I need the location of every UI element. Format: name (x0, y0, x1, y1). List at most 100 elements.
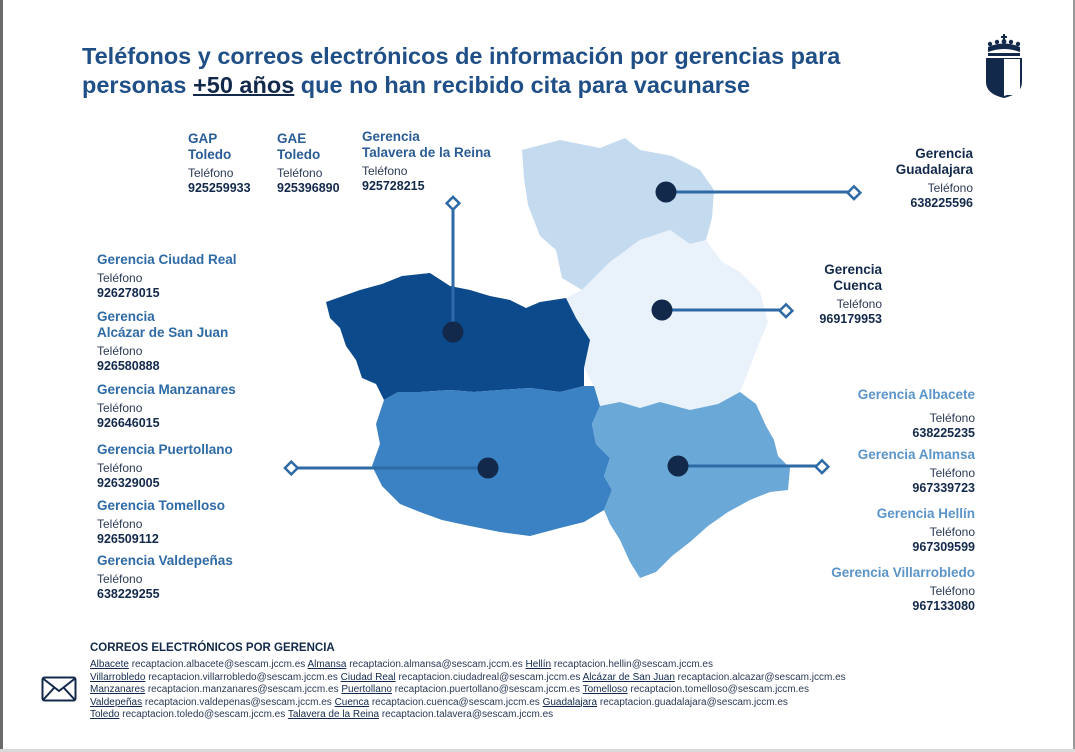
contact-name-2: Toledo (188, 147, 232, 162)
phone-number: 638229255 (97, 587, 160, 601)
email-address[interactable]: recaptacion.alcazar@sescam.jccm.es (677, 671, 846, 683)
phone-number: 926509112 (97, 532, 159, 546)
email-line: Manzanares recaptacion.manzanares@sescam… (90, 684, 846, 697)
email-gerencia-name: Albacete (90, 659, 129, 670)
contact-villarrobledo: Gerencia Villarrobledo Teléfono 96713308… (831, 565, 975, 614)
region-cuenca (566, 230, 768, 410)
contact-name: Gerencia (362, 129, 420, 144)
phone-number: 969179953 (819, 312, 882, 326)
pointer-diamond-talavera (444, 195, 462, 212)
frame-left-edge (0, 0, 3, 752)
contact-name: Gerencia Hellín (876, 506, 975, 521)
contact-name: Gerencia Ciudad Real (97, 252, 237, 267)
email-address[interactable]: recaptacion.manzanares@sescam.jccm.es (147, 684, 339, 696)
frame-right-edge (1073, 0, 1075, 752)
email-gerencia-name: Manzanares (90, 684, 146, 696)
contact-gae-toledo: GAE Toledo Teléfono 925396890 (277, 131, 340, 196)
phone-label: Teléfono (929, 466, 975, 480)
phone-number: 926329005 (97, 476, 160, 490)
contact-name: Gerencia Tomelloso (97, 498, 226, 513)
email-gerencia-name: Hellín (525, 659, 552, 670)
phone-number: 925259933 (188, 181, 251, 195)
contact-name: GAP (188, 131, 218, 146)
contact-name-2: Cuenca (833, 278, 882, 293)
phone-number: 926580888 (97, 359, 160, 373)
envelope-icon (41, 676, 77, 702)
contact-name: Gerencia (915, 146, 973, 161)
contact-tomelloso: Gerencia Tomelloso Teléfono 926509112 (97, 498, 225, 547)
email-address[interactable]: recaptacion.tomelloso@sescam.jccm.es (630, 684, 809, 696)
email-gerencia-name: Toledo (90, 709, 120, 721)
title-line-2-start: personas (82, 72, 194, 98)
marker-ciudad-real (477, 457, 499, 479)
phone-number: 638225235 (912, 426, 975, 440)
contact-name: Gerencia Manzanares (97, 382, 236, 397)
phone-number: 926278015 (97, 286, 160, 300)
email-gerencia-name: Puertollano (341, 684, 392, 696)
contact-name-2: Talavera de la Reina (362, 145, 491, 160)
email-line: Valdepeñas recaptacion.valdepenas@sescam… (90, 697, 846, 710)
contact-name-2: Toledo (277, 147, 321, 162)
marker-albacete (667, 455, 689, 477)
email-list: Albacete recaptacion.albacete@sescam.jcc… (90, 659, 846, 722)
emails-heading: CORREOS ELECTRÓNICOS POR GERENCIA (90, 642, 335, 654)
phone-number: 925396890 (277, 181, 340, 195)
contact-name: Gerencia (824, 262, 882, 277)
email-gerencia-name: Tomelloso (582, 684, 628, 696)
phone-label: Teléfono (362, 164, 408, 178)
phone-label: Teléfono (97, 517, 143, 531)
page-title: Teléfonos y correos electrónicos de info… (82, 42, 942, 100)
phone-number: 925728215 (362, 179, 425, 193)
email-address[interactable]: recaptacion.ciudadreal@sescam.jccm.es (398, 671, 581, 683)
pointer-diamond-ciudad-real (283, 459, 300, 477)
contact-name: Gerencia Valdepeñas (97, 553, 233, 568)
email-line: Albacete recaptacion.albacete@sescam.jcc… (90, 659, 846, 672)
marker-cuenca (651, 299, 673, 321)
contact-name: Gerencia Villarrobledo (831, 565, 975, 580)
phone-number: 967133080 (912, 599, 975, 613)
email-address[interactable]: recaptacion.valdepenas@sescam.jccm.es (144, 696, 332, 708)
contact-almansa: Gerencia Almansa Teléfono 967339723 (858, 447, 975, 496)
contact-puertollano: Gerencia Puertollano Teléfono 926329005 (97, 442, 233, 491)
contact-gap-toledo: GAP Toledo Teléfono 925259933 (188, 131, 251, 196)
email-address[interactable]: recaptacion.hellin@sescam.jccm.es (553, 659, 713, 670)
contact-guadalajara: Gerencia Guadalajara Teléfono 638225596 (896, 146, 973, 211)
email-gerencia-name: Talavera de la Reina (287, 709, 380, 721)
marker-toledo (442, 321, 464, 343)
phone-label: Teléfono (188, 166, 234, 180)
email-gerencia-name: Ciudad Real (340, 671, 396, 683)
phone-label: Teléfono (97, 461, 143, 475)
email-gerencia-name: Guadalajara (542, 696, 598, 708)
contact-name: Gerencia (97, 309, 155, 324)
phone-label: Teléfono (97, 401, 143, 415)
title-highlight: +50 años (193, 72, 295, 98)
marker-guadalajara (655, 181, 677, 203)
email-line: Villarrobledo recaptacion.villarrobledo@… (90, 672, 846, 685)
pointer-diamond-albacete (813, 458, 831, 475)
contact-ciudad-real: Gerencia Ciudad Real Teléfono 926278015 (97, 252, 237, 301)
title-line-1: Teléfonos y correos electrónicos de info… (82, 43, 841, 69)
contact-hellin: Gerencia Hellín Teléfono 967309599 (877, 506, 975, 555)
email-address[interactable]: recaptacion.albacete@sescam.jccm.es (131, 659, 306, 670)
pointer-diamond-guadalajara (845, 184, 863, 201)
contact-talavera: Gerencia Talavera de la Reina Teléfono 9… (362, 129, 491, 194)
phone-label: Teléfono (929, 411, 975, 425)
phone-label: Teléfono (929, 525, 975, 539)
contact-name: Gerencia Almansa (857, 447, 975, 462)
contact-valdepenas: Gerencia Valdepeñas Teléfono 638229255 (97, 553, 233, 602)
email-address[interactable]: recaptacion.cuenca@sescam.jccm.es (371, 696, 540, 708)
contact-name: Gerencia Puertollano (97, 442, 233, 457)
email-address[interactable]: recaptacion.puertollano@sescam.jccm.es (394, 684, 580, 696)
contact-albacete: Gerencia Albacete Teléfono 638225235 (858, 387, 975, 441)
email-gerencia-name: Valdepeñas (90, 696, 143, 708)
email-address[interactable]: recaptacion.toledo@sescam.jccm.es (122, 709, 286, 721)
email-address[interactable]: recaptacion.villarrobledo@sescam.jccm.es (148, 671, 338, 683)
email-address[interactable]: recaptacion.talavera@sescam.jccm.es (381, 709, 554, 721)
phone-label: Teléfono (927, 181, 973, 195)
email-address[interactable]: recaptacion.guadalajara@sescam.jccm.es (599, 696, 788, 708)
contact-name-2: Guadalajara (895, 162, 973, 177)
phone-number: 638225596 (910, 196, 973, 210)
email-address[interactable]: recaptacion.almansa@sescam.jccm.es (349, 659, 523, 670)
phone-number: 967339723 (912, 481, 975, 495)
